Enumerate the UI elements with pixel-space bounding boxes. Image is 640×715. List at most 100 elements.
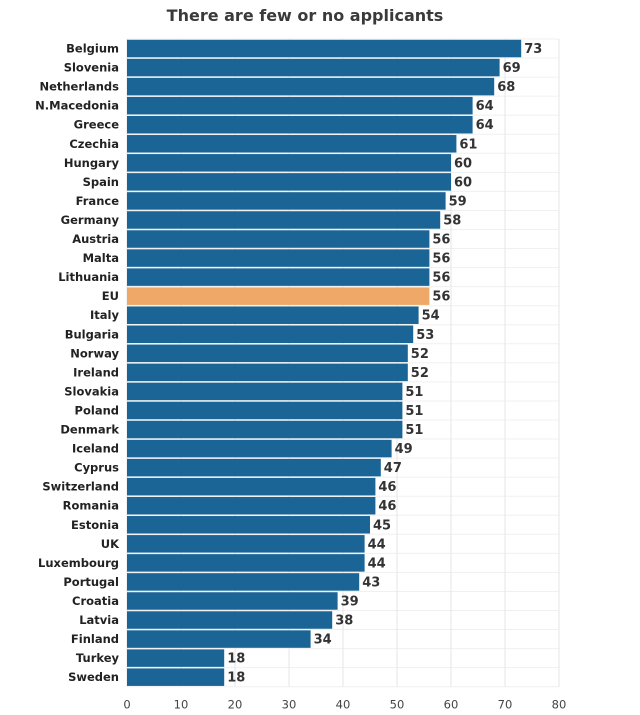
x-tick-label: 30 <box>282 698 297 712</box>
value-label: 56 <box>432 290 450 305</box>
x-tick-label: 40 <box>336 698 351 712</box>
category-label: Slovenia <box>64 61 119 75</box>
x-tick-label: 10 <box>174 698 189 712</box>
value-label: 61 <box>459 137 477 152</box>
category-label: Czechia <box>69 137 119 151</box>
category-label: Bulgaria <box>65 327 119 341</box>
category-label: Croatia <box>72 594 119 608</box>
bar-spain <box>127 173 451 191</box>
category-label: Ireland <box>73 365 119 379</box>
value-label: 52 <box>411 347 429 362</box>
bar-bulgaria <box>127 325 414 344</box>
value-label: 51 <box>405 404 423 419</box>
bar-slovakia <box>127 382 403 401</box>
value-label: 54 <box>422 309 440 324</box>
value-label: 59 <box>449 194 467 209</box>
value-label: 49 <box>395 442 413 457</box>
value-label: 51 <box>405 423 423 438</box>
bar-denmark <box>127 420 403 439</box>
bar-croatia <box>127 592 338 610</box>
category-label: Germany <box>61 213 120 227</box>
bar-austria <box>127 230 430 248</box>
bar-belgium <box>127 39 522 58</box>
x-tick-label: 0 <box>123 698 130 712</box>
bar-czechia <box>127 135 457 153</box>
bar-cyprus <box>127 458 381 477</box>
category-label: Slovakia <box>64 384 119 398</box>
bar-estonia <box>127 516 370 534</box>
bar-turkey <box>127 649 225 667</box>
category-label: Sweden <box>68 670 119 684</box>
bar-germany <box>127 211 441 229</box>
category-label: Estonia <box>71 518 119 532</box>
category-label: Iceland <box>72 442 119 456</box>
value-label: 18 <box>227 671 245 686</box>
category-label: Greece <box>74 118 120 132</box>
bar-netherlands <box>127 77 495 96</box>
bar-latvia <box>127 611 333 629</box>
category-label: N.Macedonia <box>35 99 119 113</box>
value-label: 56 <box>432 252 450 267</box>
value-label: 52 <box>411 366 429 381</box>
bar-poland <box>127 401 403 420</box>
category-label: EU <box>102 289 119 303</box>
category-label: Italy <box>90 308 119 322</box>
bar-greece <box>127 115 473 134</box>
x-tick-label: 60 <box>444 698 459 712</box>
category-label: UK <box>101 537 120 551</box>
value-label: 47 <box>384 461 402 476</box>
value-label: 18 <box>227 652 245 667</box>
bar-luxembourg <box>127 554 365 572</box>
bar-eu <box>127 287 430 305</box>
value-label: 46 <box>378 480 396 495</box>
bar-n-macedonia <box>127 96 473 115</box>
value-label: 45 <box>373 518 391 533</box>
category-label: Denmark <box>60 423 119 437</box>
bar-france <box>127 192 446 210</box>
bar-ireland <box>127 363 408 382</box>
bar-norway <box>127 344 408 363</box>
value-label: 60 <box>454 175 472 190</box>
bar-finland <box>127 630 311 648</box>
category-label: Lithuania <box>58 270 119 284</box>
category-label: Spain <box>83 175 119 189</box>
value-label: 56 <box>432 233 450 248</box>
category-label: Norway <box>70 346 119 360</box>
value-label: 51 <box>405 385 423 400</box>
value-label: 60 <box>454 156 472 171</box>
bar-lithuania <box>127 268 430 286</box>
x-tick-label: 80 <box>552 698 567 712</box>
value-label: 73 <box>524 42 542 57</box>
value-label: 69 <box>503 61 521 76</box>
bar-malta <box>127 249 430 267</box>
category-label: Latvia <box>79 613 119 627</box>
bar-uk <box>127 535 365 553</box>
bar-italy <box>127 306 419 324</box>
bar-slovenia <box>127 58 500 77</box>
value-label: 46 <box>378 499 396 514</box>
bar-hungary <box>127 154 451 172</box>
x-tick-label: 70 <box>498 698 513 712</box>
category-label: Austria <box>72 232 119 246</box>
category-label: Portugal <box>63 575 119 589</box>
value-label: 34 <box>314 633 332 648</box>
chart-title: There are few or no applicants <box>166 6 444 25</box>
category-label: Romania <box>63 499 119 513</box>
bar-romania <box>127 496 376 515</box>
category-label: Poland <box>75 403 119 417</box>
bar-switzerland <box>127 477 376 496</box>
category-label: Malta <box>83 251 119 265</box>
category-label: Belgium <box>66 42 119 56</box>
value-label: 68 <box>497 80 515 95</box>
bar-iceland <box>127 439 392 458</box>
value-label: 39 <box>341 594 359 609</box>
category-label: France <box>76 194 120 208</box>
category-label: Netherlands <box>39 80 119 94</box>
x-tick-label: 50 <box>390 698 405 712</box>
value-label: 58 <box>443 213 461 228</box>
category-label: Turkey <box>76 651 120 665</box>
category-label: Finland <box>71 632 119 646</box>
category-label: Luxembourg <box>38 556 119 570</box>
